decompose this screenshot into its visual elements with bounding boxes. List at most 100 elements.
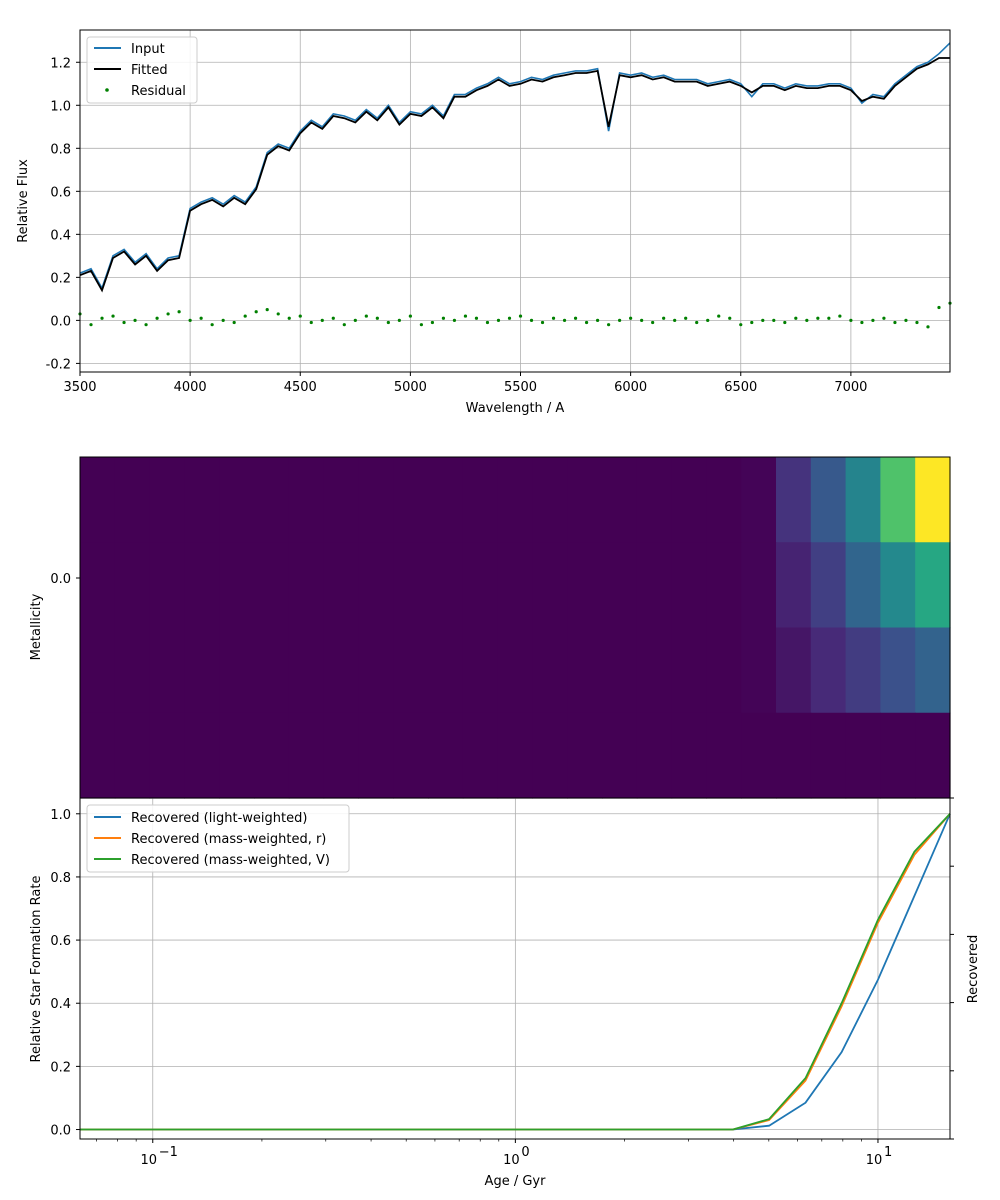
heatmap-cell xyxy=(915,457,951,543)
residual-point xyxy=(794,316,798,320)
residual-point xyxy=(937,305,941,310)
heatmap-cell xyxy=(462,457,499,543)
sfh-x-tick-label: 10 xyxy=(866,1153,883,1168)
heatmap-y-tick: 0.0 xyxy=(50,572,80,587)
residual-point xyxy=(717,314,721,318)
sfh-y-tick-label: 0.0 xyxy=(50,1124,71,1139)
heatmap-cell xyxy=(741,542,777,629)
heatmap-cell xyxy=(80,712,116,799)
heatmap-cell xyxy=(149,627,185,714)
spectrum-x-tick-label: 5000 xyxy=(394,380,427,395)
sfh-x-tick-label: 10 xyxy=(140,1153,157,1168)
residual-point xyxy=(684,316,688,320)
sfh-x-tick-exponent: 0 xyxy=(521,1145,529,1160)
sfh-y-tick-label: 0.2 xyxy=(50,1060,71,1075)
sfh-x-tick-label: 10 xyxy=(503,1153,520,1168)
sfh-x-tick-exponent: −1 xyxy=(159,1145,178,1160)
heatmap-cell xyxy=(358,542,394,629)
residual-point xyxy=(155,316,159,320)
residual-point xyxy=(540,320,545,325)
spectrum-y-tick-label: 1.0 xyxy=(50,99,71,114)
sfh-x-axis-label: Age / Gyr xyxy=(485,1174,547,1189)
residual-point xyxy=(386,320,390,325)
heatmap-cell xyxy=(288,542,325,629)
residual-point xyxy=(430,320,435,325)
heatmap-cell xyxy=(671,457,707,543)
residual-point xyxy=(915,320,919,325)
spectrum-grid xyxy=(79,30,950,372)
residual-point xyxy=(89,323,93,327)
heatmap-cell xyxy=(358,457,394,543)
heatmap-cell xyxy=(80,627,116,714)
heatmap-cell xyxy=(149,457,185,543)
heatmap-y-axis-label: Metallicity xyxy=(29,593,44,660)
sfh-legend-box xyxy=(86,804,350,873)
heatmap-cell xyxy=(149,542,185,629)
residual-point xyxy=(452,318,457,322)
sfh-series xyxy=(80,813,951,1131)
heatmap-cell xyxy=(845,457,881,543)
spectrum-axes-frame xyxy=(79,29,951,373)
spectrum-y-tick-label: 0.4 xyxy=(50,228,71,243)
residual-point xyxy=(551,316,556,320)
residual-point xyxy=(562,318,567,322)
residual-point xyxy=(232,320,236,325)
residual-point xyxy=(188,318,192,322)
heatmap-cell xyxy=(288,457,325,543)
residual-point xyxy=(584,320,589,325)
spectrum-x-tick-label: 7000 xyxy=(834,380,867,395)
heatmap-cell xyxy=(497,712,533,799)
heatmap-cell xyxy=(706,542,742,629)
heatmap-cell xyxy=(114,457,151,543)
heatmap-cell xyxy=(915,712,951,799)
spectrum-legend-box xyxy=(86,36,198,104)
legend-swatch-residual xyxy=(105,88,109,92)
spectrum-x-tick-label: 6500 xyxy=(724,380,757,395)
heatmap-cell xyxy=(915,627,951,714)
heatmap-cell xyxy=(462,627,499,714)
sfh-x-tick-exponent: 1 xyxy=(884,1145,892,1160)
heatmap-cell xyxy=(741,712,777,799)
spectrum-y-ticks: -0.2 0.0 0.2 0.4 0.6 0.8 1.0 1.2 xyxy=(46,56,80,372)
spectrum-x-axis-label: Wavelength / A xyxy=(466,401,565,416)
heatmap-cell xyxy=(602,627,638,714)
sfh-y-tick-label: 0.6 xyxy=(50,934,71,949)
residual-point xyxy=(882,316,886,320)
spectrum-y-tick-label: 0.2 xyxy=(50,271,71,286)
sfh-y-tick-label: 0.8 xyxy=(50,871,71,886)
residual-point xyxy=(860,320,864,325)
heatmap-cell xyxy=(428,457,464,543)
heatmap-cell xyxy=(602,542,638,629)
residual-point xyxy=(474,316,479,320)
sfh-y-ticks: 0.0 0.2 0.4 0.6 0.8 1.0 xyxy=(50,808,80,1139)
heatmap-cell xyxy=(288,712,325,799)
heatmap-cell xyxy=(428,627,464,714)
heatmap-cell xyxy=(741,627,777,714)
heatmap-cell xyxy=(219,712,255,799)
heatmap-cell xyxy=(149,712,185,799)
residual-point xyxy=(111,314,115,318)
residual-point xyxy=(838,314,842,318)
spectrum-x-tick-label: 4000 xyxy=(174,380,207,395)
heatmap-cell xyxy=(636,457,673,543)
residual-point xyxy=(463,314,468,318)
heatmap-cell xyxy=(567,712,603,799)
heatmap-cell xyxy=(706,457,742,543)
series-line-fitted xyxy=(79,57,950,293)
residual-point xyxy=(618,318,622,322)
sfh-y-tick-label: 1.0 xyxy=(50,808,71,823)
heatmap-cell xyxy=(776,712,812,799)
residual-point xyxy=(210,323,214,327)
residual-point xyxy=(309,320,313,325)
residual-point xyxy=(805,318,809,322)
residual-point xyxy=(706,318,710,322)
spectrum-x-ticks: 3500 4000 4500 5000 5500 6000 6500 7000 xyxy=(63,372,867,395)
legend-label-fitted: Fitted xyxy=(131,63,168,78)
sfh-right-ticks xyxy=(950,797,954,1140)
residual-point xyxy=(122,320,126,325)
heatmap-cell xyxy=(462,712,499,799)
residual-point xyxy=(783,320,787,325)
residual-point xyxy=(772,318,776,322)
residual-point xyxy=(144,323,148,327)
